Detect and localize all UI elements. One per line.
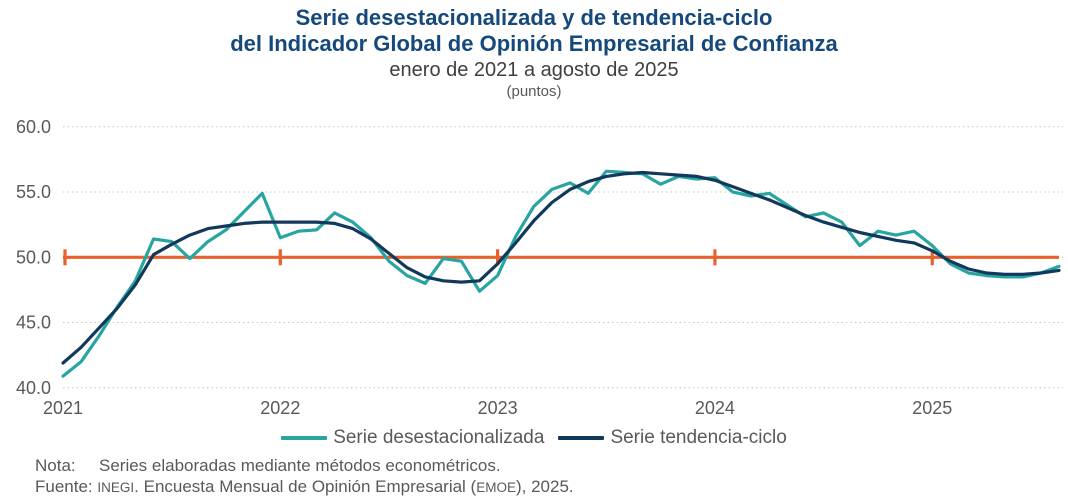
- legend-line-swatch: [281, 436, 328, 440]
- legend-label: Serie desestacionalizada: [333, 427, 545, 448]
- note-text: Series elaboradas mediante métodos econo…: [99, 456, 501, 475]
- legend-item: Serie desestacionalizada: [281, 427, 544, 449]
- source-acronym: INEGI: [97, 480, 135, 495]
- source-acronym: EMOE: [476, 480, 516, 495]
- legend-label: Serie tendencia-ciclo: [610, 427, 787, 448]
- chart-units-label: (puntos): [506, 83, 562, 100]
- x-axis-label: 2023: [478, 398, 518, 418]
- y-axis-label: 50.0: [16, 247, 51, 267]
- y-axis-label: 55.0: [16, 182, 51, 202]
- source-text: INEGI. Encuesta Mensual de Opinión Empre…: [93, 477, 574, 496]
- legend-line-swatch: [558, 436, 605, 440]
- legend-item: Serie tendencia-ciclo: [558, 427, 787, 449]
- series-line-serie-desestacionalizada: [61, 169, 1061, 378]
- x-axis-label: 2024: [695, 398, 735, 418]
- source-text-part: . Encuesta Mensual de Opinión Empresaria…: [134, 477, 477, 496]
- chart-legend: Serie desestacionalizada Serie tendencia-…: [0, 427, 1068, 449]
- note-label: Nota:: [35, 456, 76, 475]
- note-row: Nota: Series elaboradas mediante métodos …: [35, 455, 574, 476]
- source-text-part: ), 2025.: [515, 477, 574, 496]
- chart-header: Serie desestacionalizada y de tendencia-…: [0, 5, 1068, 101]
- source-label: Fuente:: [35, 477, 93, 496]
- x-axis-label: 2022: [260, 398, 300, 418]
- x-axis-label: 2025: [912, 398, 952, 418]
- series-line-serie-tendencia-ciclo: [61, 170, 1061, 365]
- chart-subtitle: enero de 2021 a agosto de 2025: [389, 59, 679, 81]
- chart-notes: Nota: Series elaboradas mediante métodos …: [35, 455, 574, 498]
- chart-title-line2: del Indicador Global de Opinión Empresar…: [230, 31, 838, 56]
- source-row: Fuente: INEGI. Encuesta Mensual de Opini…: [35, 476, 574, 498]
- x-axis-label: 2021: [43, 398, 83, 418]
- y-axis-label: 45.0: [16, 313, 51, 333]
- chart-title-line1: Serie desestacionalizada y de tendencia-…: [295, 5, 773, 30]
- y-axis-label: 40.0: [16, 378, 51, 398]
- y-axis-label: 60.0: [16, 117, 51, 137]
